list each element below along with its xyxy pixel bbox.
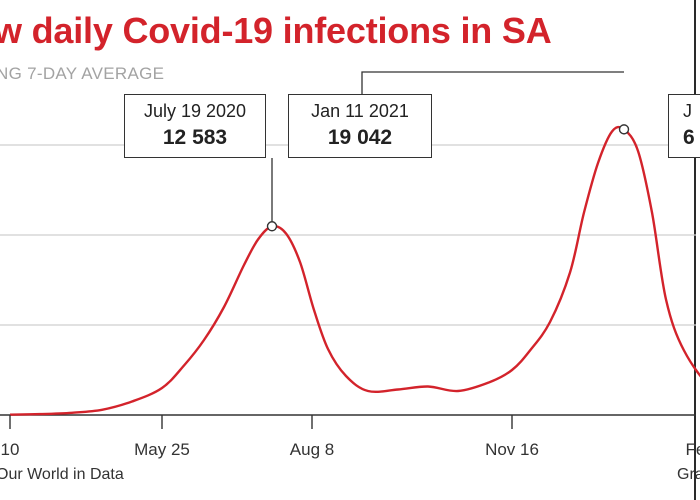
callout-date: Jan 11 2021: [311, 101, 409, 121]
chart-subtitle: NG 7-DAY AVERAGE: [0, 64, 165, 83]
peak-marker: [618, 124, 630, 135]
peak-callout-partial: J 6: [668, 94, 700, 158]
peak-markers: [266, 124, 630, 232]
chart-title: w daily Covid-19 infections in SA: [0, 10, 552, 51]
callout-date: July 19 2020: [143, 101, 247, 121]
source-note: Our World in Data: [0, 466, 124, 483]
x-tick-label: May 25: [134, 440, 190, 459]
peak-callout-jan-2021: Jan 11 2021 19 042: [288, 94, 432, 158]
graphic-credit: Gra: [677, 466, 700, 483]
peak-callout-july-2020: July 19 2020 12 583: [124, 94, 266, 158]
x-tick-label: 10: [1, 440, 20, 459]
frame-border: [694, 0, 696, 500]
series-line: [9, 125, 700, 416]
callout-value: 6: [683, 126, 695, 149]
callout-value: 12 583: [162, 126, 228, 149]
leader-line: [361, 71, 624, 94]
callout-leaders: [271, 71, 624, 227]
callout-date: J: [683, 101, 692, 121]
x-tick-label: Feb 24: [686, 440, 700, 459]
callout-value: 19 042: [327, 126, 393, 149]
x-tick-label: Aug 8: [290, 440, 334, 459]
x-tick-label: Nov 16: [485, 440, 539, 459]
peak-marker: [266, 221, 278, 232]
x-axis-ticks: 10 May 25 Aug 8 Nov 16 Feb 24: [1, 415, 700, 459]
gridlines: [0, 144, 696, 326]
